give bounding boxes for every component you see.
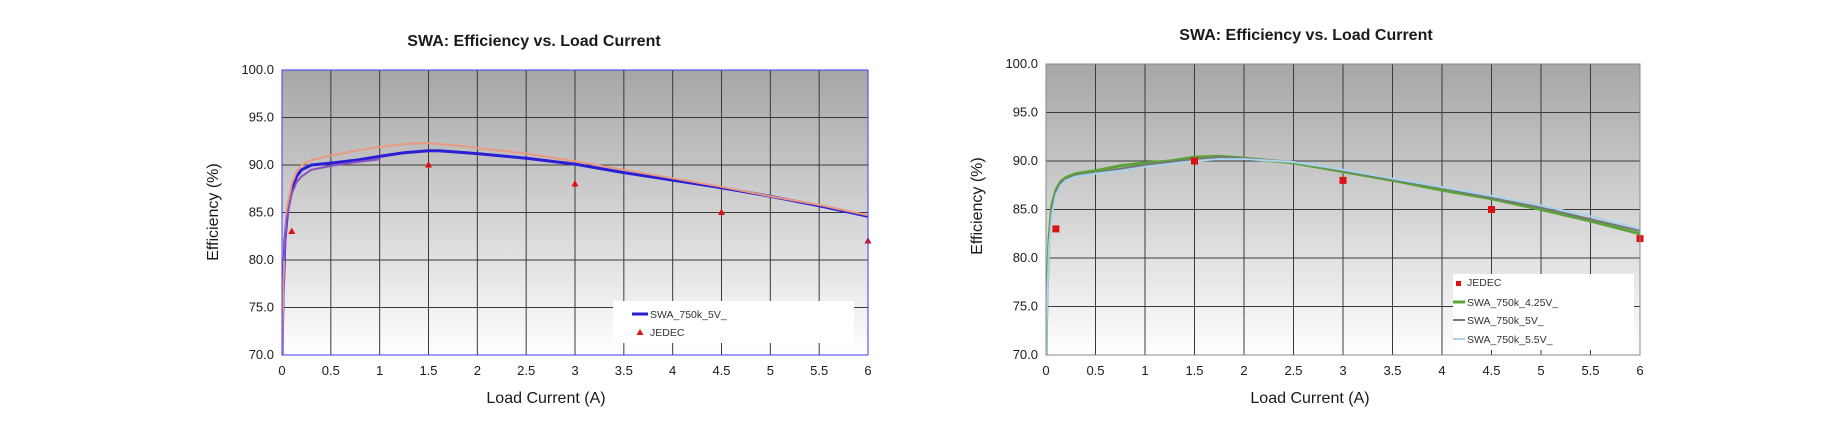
y-tick-label: 90.0: [1013, 153, 1038, 168]
x-tick-label: 2.5: [517, 363, 535, 378]
y-tick-label: 75.0: [1013, 299, 1038, 314]
x-tick-label: 0: [1042, 363, 1049, 378]
x-tick-label: 0: [278, 363, 285, 378]
x-tick-label: 0.5: [322, 363, 340, 378]
chart-left-y-axis-label: Efficiency (%): [205, 163, 222, 261]
x-tick-label: 3: [571, 363, 578, 378]
jedec-point: [288, 227, 296, 234]
series-line-1: [282, 142, 868, 355]
chart-right-legend-label-jedec: JEDEC: [1467, 277, 1502, 289]
chart-right-svg: SWA: Efficiency vs. Load Current 0 0.5 1 1.…: [920, 0, 1837, 426]
x-tick-label: 1.5: [419, 363, 437, 378]
jedec-point: [425, 161, 432, 168]
x-tick-label: 4.5: [712, 363, 730, 378]
jedec-point: [1339, 176, 1347, 184]
chart-left: SWA: Efficiency vs. Load Current 0 0.5 1 1.…: [205, 33, 872, 407]
y-tick-label: 75.0: [249, 300, 274, 315]
chart-right-y-axis-label: Efficiency (%): [969, 157, 986, 255]
x-tick-label: 1: [376, 363, 383, 378]
x-tick-label: 4.5: [1482, 363, 1500, 378]
chart-left-x-ticks: 0 0.5 1 1.5 2 2.5 3 3.5 4 4.5 5 5.5 6: [278, 363, 871, 378]
y-tick-label: 95.0: [1013, 105, 1038, 120]
x-tick-label: 2.5: [1284, 363, 1302, 378]
y-tick-label: 100.0: [241, 62, 274, 77]
x-tick-label: 1: [1141, 363, 1148, 378]
chart-right: SWA: Efficiency vs. Load Current 0 0.5 1 1.…: [920, 0, 1837, 426]
y-tick-label: 85.0: [249, 205, 274, 220]
x-tick-label: 0.5: [1086, 363, 1104, 378]
chart-left-legend-label-swa-5v: SWA_750k_5V_: [650, 309, 727, 321]
x-tick-label: 4: [1438, 363, 1445, 378]
jedec-point: [1191, 157, 1198, 165]
chart-right-legend-label-4-25v: SWA_750k_4.25V_: [1467, 297, 1558, 309]
chart-right-legend-label-5v: SWA_750k_5V_: [1467, 315, 1544, 327]
chart-left-svg: SWA: Efficiency vs. Load Current 0 0.5 1 1.…: [205, 33, 872, 407]
chart-right-legend-label-5-5v: SWA_750k_5.5V_: [1467, 334, 1553, 346]
y-tick-label: 100.0: [1005, 56, 1038, 71]
x-tick-label: 5: [767, 363, 774, 378]
x-tick-label: 4: [669, 363, 676, 378]
y-tick-label: 70.0: [249, 347, 274, 362]
chart-right-y-ticks: 70.0 75.0 80.0 85.0 90.0 95.0 100.0: [1005, 56, 1038, 362]
x-tick-label: 6: [864, 363, 871, 378]
jedec-point: [718, 208, 725, 215]
x-tick-label: 6: [1636, 363, 1643, 378]
chart-right-legend: JEDEC SWA_750k_4.25V_ SWA_750k_5V_ SWA_7…: [1453, 274, 1634, 350]
x-tick-label: 2: [474, 363, 481, 378]
jedec-point: [1488, 206, 1495, 213]
x-tick-label: 3: [1339, 363, 1346, 378]
jedec-point: [571, 180, 579, 187]
chart-right-x-ticks: 0 0.5 1 1.5 2 2.5 3 3.5 4 4.5 5 5.5 6: [1042, 363, 1643, 378]
y-tick-label: 90.0: [249, 157, 274, 172]
series-line-3: [1046, 158, 1640, 355]
chart-right-plot-border: [1045, 63, 1641, 356]
x-tick-label: 1.5: [1185, 363, 1203, 378]
x-tick-label: 5.5: [810, 363, 828, 378]
chart-right-legend-marker-jedec: [1456, 281, 1461, 286]
x-tick-label: 5.5: [1581, 363, 1599, 378]
chart-left-legend-marker-jedec: [636, 329, 644, 335]
chart-right-title: SWA: Efficiency vs. Load Current: [1179, 27, 1433, 44]
chart-left-series: [282, 142, 868, 355]
y-tick-label: 80.0: [249, 252, 274, 267]
y-tick-label: 85.0: [1013, 202, 1038, 217]
x-tick-label: 5: [1537, 363, 1544, 378]
chart-left-y-ticks: 70.0 75.0 80.0 85.0 90.0 95.0 100.0: [241, 62, 274, 362]
chart-left-legend-box: [613, 301, 854, 343]
series-line-2: [283, 158, 381, 261]
chart-right-series: [1046, 154, 1640, 355]
y-tick-label: 70.0: [1013, 347, 1038, 362]
y-tick-label: 95.0: [249, 110, 274, 125]
chart-right-legend-box: [1453, 274, 1634, 350]
x-tick-label: 3.5: [1383, 363, 1401, 378]
y-tick-label: 80.0: [1013, 250, 1038, 265]
chart-left-legend-label-jedec: JEDEC: [650, 327, 685, 339]
x-tick-label: 2: [1240, 363, 1247, 378]
chart-left-plot-border: [281, 69, 869, 356]
chart-right-x-axis-label: Load Current (A): [1250, 390, 1369, 407]
chart-left-title: SWA: Efficiency vs. Load Current: [407, 33, 661, 50]
x-tick-label: 3.5: [615, 363, 633, 378]
jedec-point: [1052, 225, 1060, 233]
chart-left-x-axis-label: Load Current (A): [486, 390, 605, 407]
chart-left-legend: SWA_750k_5V_ JEDEC: [613, 301, 854, 343]
